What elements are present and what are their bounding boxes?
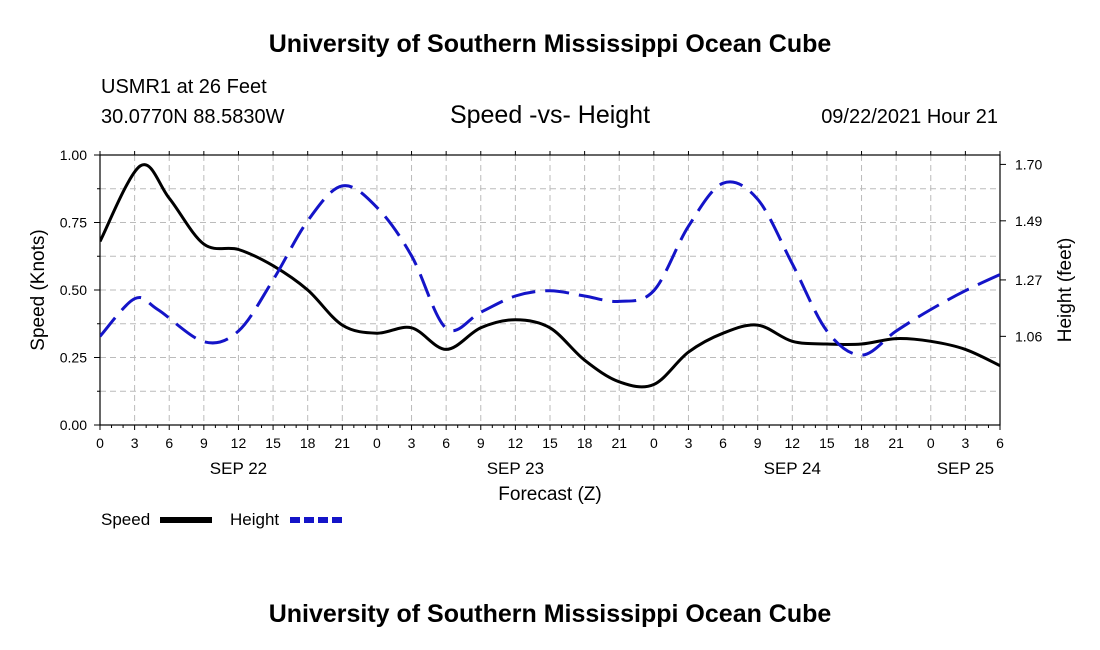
x-tick-label: 18 <box>300 435 316 451</box>
legend-label-height: Height <box>230 510 279 529</box>
x-tick-label: 21 <box>611 435 627 451</box>
speed-series-line <box>100 163 1000 389</box>
x-tick-label: 6 <box>719 435 727 451</box>
x-tick-label: 12 <box>231 435 247 451</box>
height-series-line <box>100 180 1000 357</box>
station-label: USMR1 at 26 Feet <box>101 76 267 98</box>
x-tick-label: 0 <box>96 435 104 451</box>
legend-label-speed: Speed <box>101 510 150 529</box>
date-label: SEP 24 <box>764 459 821 478</box>
x-tick-label: 9 <box>477 435 485 451</box>
x-tick-label: 3 <box>961 435 969 451</box>
x-tick-label: 9 <box>754 435 762 451</box>
y-right-tick-label: 1.27 <box>1015 272 1042 288</box>
x-tick-label: 6 <box>165 435 173 451</box>
x-axis-label: Forecast (Z) <box>498 484 601 505</box>
x-tick-label: 3 <box>131 435 139 451</box>
footer-title: University of Southern Mississippi Ocean… <box>268 600 832 628</box>
y-right-tick-label: 1.06 <box>1015 328 1042 344</box>
date-label: SEP 23 <box>487 459 544 478</box>
x-tick-label: 3 <box>408 435 416 451</box>
x-tick-label: 0 <box>650 435 658 451</box>
x-tick-label: 21 <box>888 435 904 451</box>
y-left-tick-label: 0.75 <box>60 215 87 231</box>
x-tick-label: 0 <box>927 435 935 451</box>
chart-title: Speed -vs- Height <box>449 101 651 129</box>
x-tick-label: 18 <box>577 435 593 451</box>
page-title: University of Southern Mississippi Ocean… <box>268 30 832 58</box>
y-right-tick-label: 1.49 <box>1015 213 1042 229</box>
x-tick-label: 15 <box>542 435 558 451</box>
y-left-tick-label: 0.00 <box>60 417 87 433</box>
date-label: SEP 25 <box>937 459 994 478</box>
x-tick-label: 6 <box>996 435 1004 451</box>
y-left-tick-label: 0.25 <box>60 350 87 366</box>
x-tick-label: 12 <box>785 435 801 451</box>
x-tick-label: 12 <box>508 435 524 451</box>
coordinates-label: 30.0770N 88.5830W <box>101 106 285 128</box>
x-tick-label: 3 <box>685 435 693 451</box>
y-left-tick-label: 1.00 <box>60 147 87 163</box>
y-left-axis-label: Speed (Knots) <box>28 229 49 350</box>
y-right-axis-label: Height (feet) <box>1055 238 1076 343</box>
x-tick-label: 21 <box>335 435 351 451</box>
x-tick-label: 18 <box>854 435 870 451</box>
x-tick-label: 0 <box>373 435 381 451</box>
x-tick-label: 15 <box>265 435 281 451</box>
y-left-tick-label: 0.50 <box>60 282 87 298</box>
date-label: SEP 22 <box>210 459 267 478</box>
chart-svg: 0 3 6 9 12 15 18 21 0 3 6 9 12 15 18 21 0 3 6 9 12 15 18 21 0 3 6S… <box>28 147 1076 529</box>
x-tick-label: 6 <box>442 435 450 451</box>
x-tick-label: 15 <box>819 435 835 451</box>
datetime-label: 09/22/2021 Hour 21 <box>821 106 998 128</box>
x-tick-label: 9 <box>200 435 208 451</box>
y-right-tick-label: 1.70 <box>1015 156 1042 172</box>
